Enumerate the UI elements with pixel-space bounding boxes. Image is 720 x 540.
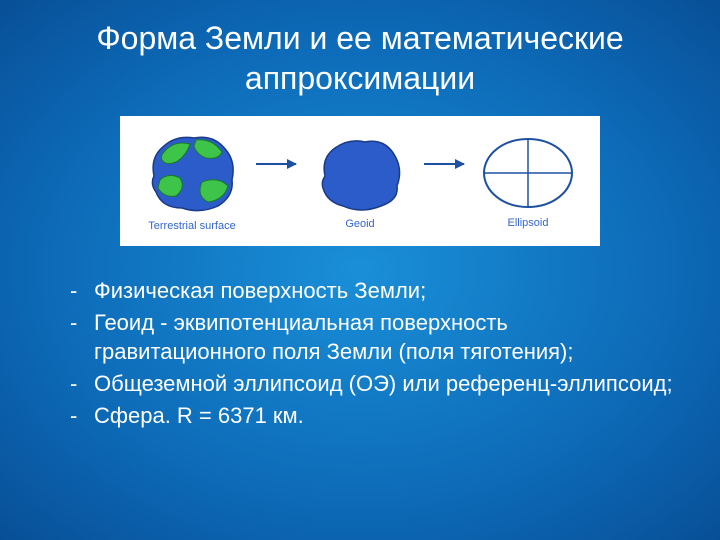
shape-terrestrial: Terrestrial surface <box>132 132 252 214</box>
list-item: - Сфера. R = 6371 км. <box>70 401 680 431</box>
ellipsoid-icon <box>480 135 576 211</box>
list-item: - Общеземной эллипсоид (ОЭ) или референц… <box>70 369 680 399</box>
list-item: - Физическая поверхность Земли; <box>70 276 680 306</box>
shape-ellipsoid: Ellipsoid <box>468 135 588 211</box>
bullet-text: Сфера. R = 6371 км. <box>94 401 680 431</box>
shape-ellipsoid-label: Ellipsoid <box>508 217 549 229</box>
arrow-icon <box>256 163 296 165</box>
slide-title: Форма Земли и ее математические аппрокси… <box>0 0 720 116</box>
figure-panel: Terrestrial surface Geoid Ellipsoid <box>120 116 600 246</box>
bullet-list: - Физическая поверхность Земли; - Геоид … <box>0 276 720 430</box>
earth-icon <box>146 132 238 214</box>
bullet-text: Физическая поверхность Земли; <box>94 276 680 306</box>
bullet-text: Общеземной эллипсоид (ОЭ) или референц-э… <box>94 369 680 399</box>
shape-geoid: Geoid <box>300 134 420 212</box>
list-item: - Геоид - эквипотенциальная поверхность … <box>70 308 680 367</box>
geoid-icon <box>315 134 405 212</box>
arrow-icon <box>424 163 464 165</box>
bullet-dash: - <box>70 369 94 399</box>
shape-geoid-label: Geoid <box>345 218 374 230</box>
bullet-text: Геоид - эквипотенциальная поверхность гр… <box>94 308 680 367</box>
bullet-dash: - <box>70 276 94 306</box>
shape-terrestrial-label: Terrestrial surface <box>148 220 235 232</box>
bullet-dash: - <box>70 308 94 367</box>
bullet-dash: - <box>70 401 94 431</box>
